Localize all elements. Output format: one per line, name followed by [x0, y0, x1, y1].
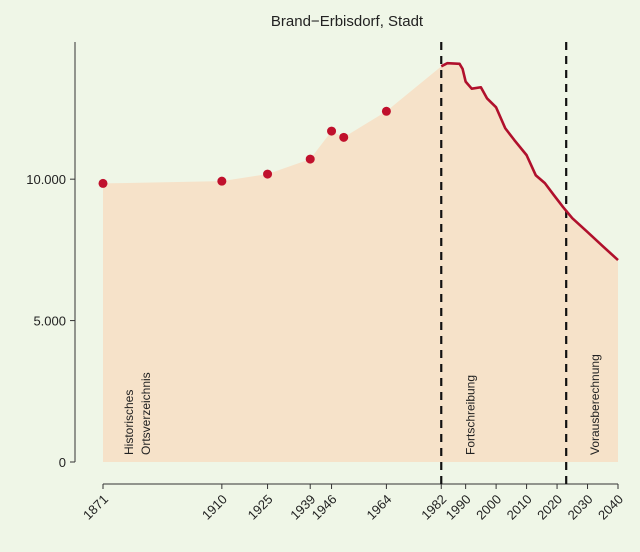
data-point	[263, 169, 273, 179]
data-point	[98, 178, 108, 188]
data-point	[381, 106, 391, 116]
y-tick-label: 5.000	[33, 314, 66, 329]
y-tick-label: 10.000	[26, 172, 66, 187]
y-tick-label: 0	[59, 455, 66, 470]
data-point	[327, 126, 337, 136]
annotation: Historisches	[122, 390, 136, 455]
annotation: Ortsverzeichnis	[139, 372, 153, 455]
annotation: Vorausberechnung	[588, 354, 602, 455]
projection-line	[440, 61, 619, 262]
chart-title: Brand−Erbisdorf, Stadt	[271, 13, 424, 30]
data-point	[305, 154, 315, 164]
area	[103, 63, 618, 462]
data-point	[217, 176, 227, 186]
annotation: Fortschreibung	[463, 375, 477, 455]
data-point	[339, 132, 349, 142]
